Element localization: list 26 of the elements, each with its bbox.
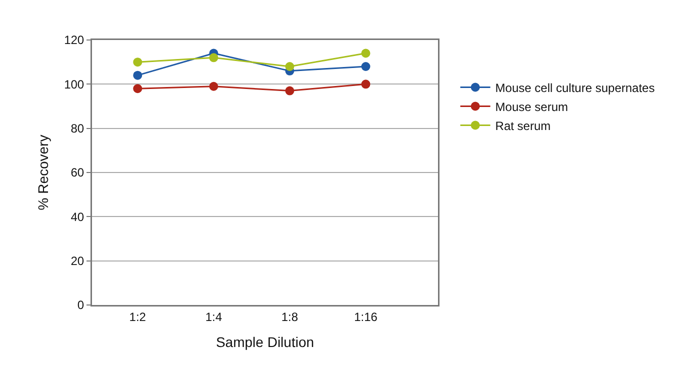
point [133,84,142,94]
y-tick-label: 40 [70,210,84,224]
x-tick-label: 1:2 [129,310,146,324]
point [361,48,370,58]
y-tick-label: 60 [70,166,84,180]
point [133,70,142,80]
point [209,82,218,91]
point [209,53,218,62]
x-axis-title: Sample Dilution [216,334,314,350]
x-tick-label: 1:8 [281,310,298,324]
point [285,86,294,96]
y-tick-label: 20 [70,254,84,268]
legend-label: Rat serum [495,118,551,133]
point [361,80,370,89]
y-tick-label: 100 [64,77,84,92]
point [361,62,370,71]
y-tick-label: 120 [64,33,84,48]
legend-label: Mouse cell culture supernates [495,80,655,95]
x-tick-label: 1:4 [205,310,222,324]
legend-label: Mouse serum [495,100,568,114]
point [133,58,142,67]
y-tick-label: 80 [70,122,84,136]
x-tick-label: 1:16 [354,310,378,324]
point [285,62,294,71]
y-axis-title: % Recovery [34,134,51,210]
y-tick-label: 0 [77,298,84,312]
